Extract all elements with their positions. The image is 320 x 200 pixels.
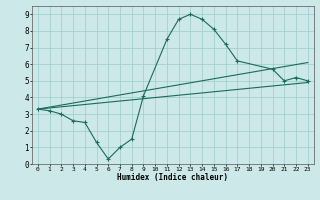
X-axis label: Humidex (Indice chaleur): Humidex (Indice chaleur) [117,173,228,182]
